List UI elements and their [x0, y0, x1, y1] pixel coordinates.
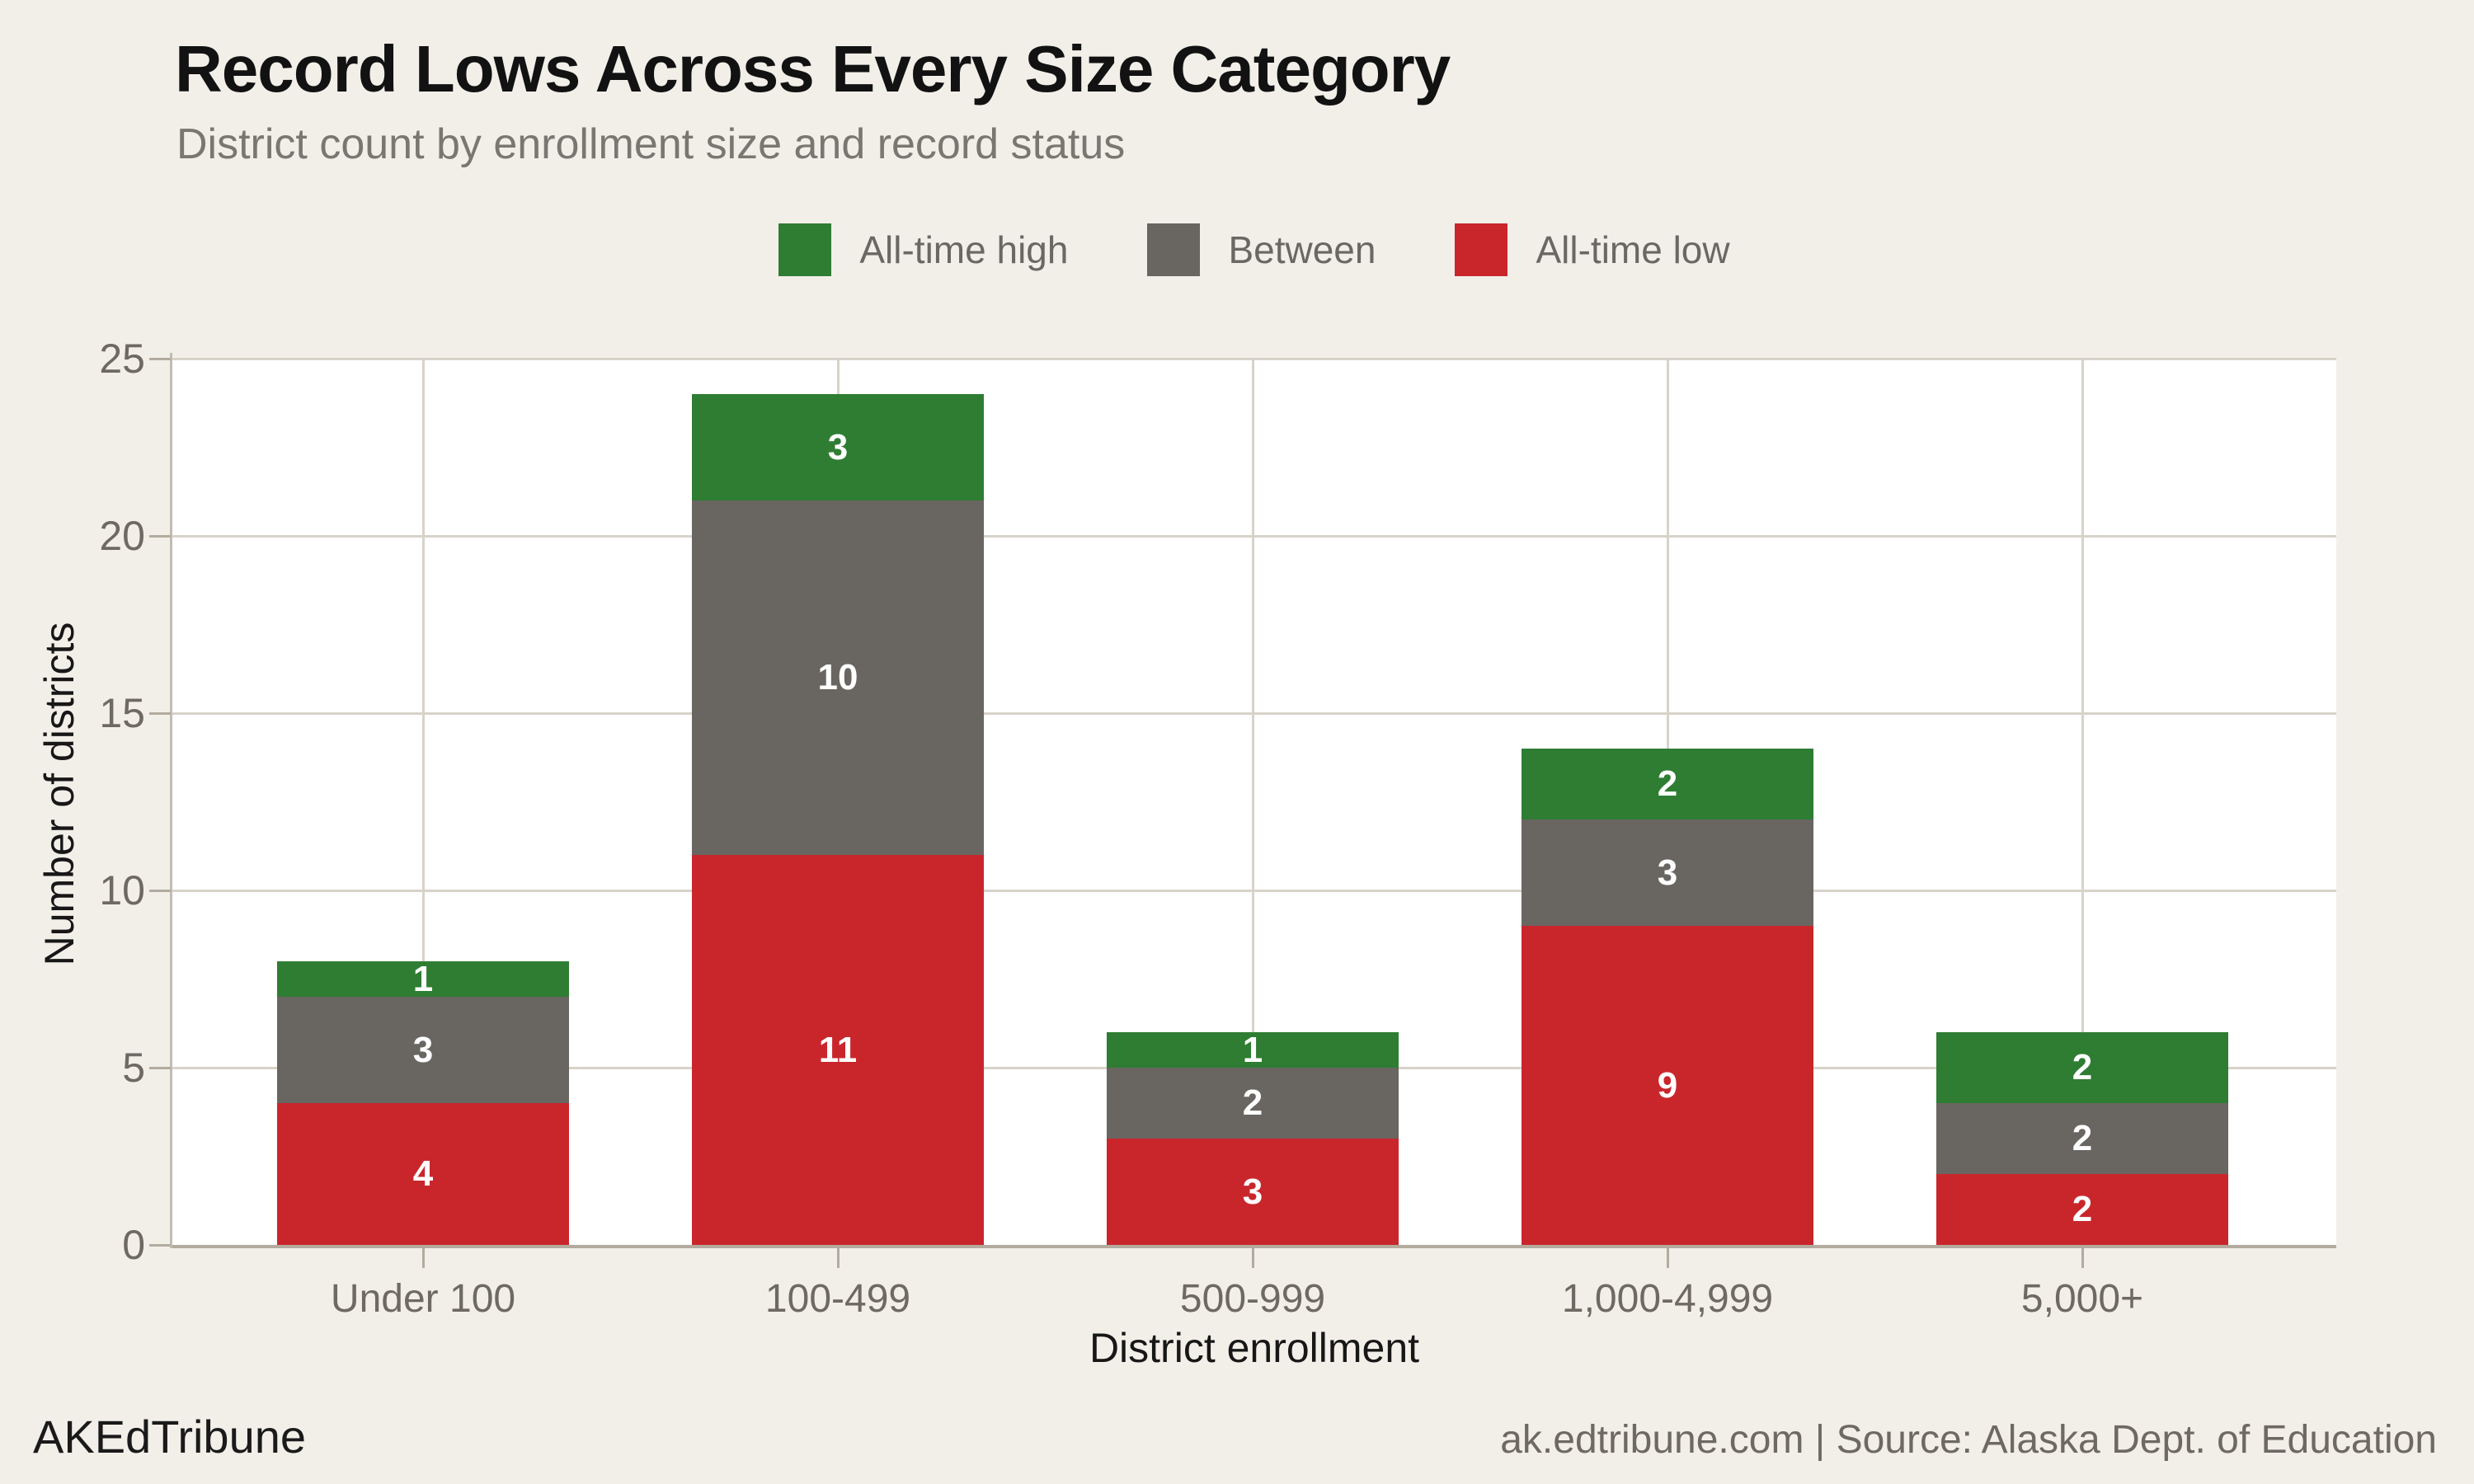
bar-segment: 3 — [692, 394, 984, 500]
bar-5-000-: 2 2 2 — [1936, 1032, 2228, 1245]
x-tick-label: 1,000-4,999 — [1561, 1277, 1774, 1321]
x-axis-line — [172, 1245, 2336, 1248]
bar-1-000-4-999: 2 3 9 — [1522, 749, 1813, 1245]
legend-swatch-between — [1147, 223, 1201, 276]
bar-segment: 2 — [1936, 1103, 2228, 1174]
y-tick-mark — [149, 1066, 171, 1069]
x-axis-title: District enrollment — [1089, 1325, 1420, 1371]
bar-segment: 1 — [277, 958, 569, 999]
bar-segment-value: 3 — [1242, 1171, 1263, 1212]
bar-segment: 10 — [692, 500, 984, 855]
gridline-horizontal — [172, 357, 2336, 360]
bar-500-999: 1 2 3 — [1107, 1029, 1399, 1245]
bar-segment: 3 — [1107, 1139, 1399, 1245]
gridline-horizontal — [172, 889, 2336, 892]
x-tick-label: 5,000+ — [2020, 1277, 2144, 1321]
y-tick-mark — [149, 357, 171, 360]
bar-segment-value: 1 — [1242, 1029, 1263, 1070]
bar-segment: 2 — [1936, 1174, 2228, 1245]
bar-100-499: 3 10 11 — [692, 394, 984, 1245]
footer-attribution: ak.edtribune.com | Source: Alaska Dept. … — [1500, 1418, 2437, 1462]
legend-label-all-time-high: All-time high — [859, 228, 1069, 271]
x-tick-mark — [836, 1248, 840, 1268]
gridline-vertical — [1251, 359, 1254, 1245]
legend-label-all-time-low: All-time low — [1536, 228, 1730, 271]
bar-segment-value: 4 — [412, 1153, 434, 1194]
bar-segment-value: 1 — [412, 958, 434, 999]
chart-subtitle: District count by enrollment size and re… — [176, 120, 1126, 168]
y-tick-label: 10 — [99, 867, 145, 913]
bar-segment: 11 — [692, 855, 984, 1245]
x-tick-mark — [1666, 1248, 1669, 1268]
legend-swatch-all-time-low — [1455, 223, 1508, 276]
bar-segment-value: 9 — [1657, 1064, 1678, 1106]
gridline-horizontal — [172, 534, 2336, 538]
bar-segment-value: 2 — [2072, 1118, 2093, 1158]
bar-segment: 3 — [1522, 819, 1813, 926]
bar-segment-value: 2 — [1242, 1082, 1263, 1123]
bar-segment-value: 2 — [2072, 1189, 2093, 1229]
bar-segment: 4 — [277, 1103, 569, 1245]
legend-swatch-all-time-high — [778, 223, 832, 276]
gridline-vertical — [421, 359, 425, 1245]
bar-segment-value: 10 — [817, 657, 858, 697]
y-tick-mark — [149, 711, 171, 715]
gridline-vertical — [2081, 359, 2084, 1245]
x-tick-label: 500-999 — [1179, 1277, 1326, 1321]
x-tick-mark — [1251, 1248, 1254, 1268]
legend: All-time high Between All-time low — [172, 223, 2336, 277]
bar-segment: 2 — [1107, 1068, 1399, 1139]
legend-item-all-time-low: All-time low — [1455, 223, 1730, 276]
y-tick-mark — [149, 534, 171, 538]
footer-brand: AKEdTribune — [33, 1411, 306, 1463]
x-tick-label: Under 100 — [330, 1277, 516, 1321]
bar-segment-value: 3 — [827, 426, 849, 467]
bar-under-100: 1 3 4 — [277, 958, 569, 1245]
bar-segment: 3 — [277, 997, 569, 1103]
y-tick-label: 20 — [99, 513, 145, 559]
legend-label-between: Between — [1228, 228, 1376, 271]
bar-segment-value: 3 — [1657, 852, 1678, 893]
bar-segment-value: 2 — [1657, 763, 1678, 804]
bar-segment-value: 3 — [412, 1029, 434, 1070]
chart-title: Record Lows Across Every Size Category — [175, 32, 1451, 106]
y-tick-label: 15 — [99, 690, 145, 736]
y-axis-line — [170, 353, 172, 1248]
y-tick-label: 0 — [122, 1222, 145, 1268]
legend-item-all-time-high: All-time high — [778, 223, 1068, 276]
bar-segment: 1 — [1107, 1029, 1399, 1070]
bar-segment: 9 — [1522, 926, 1813, 1245]
gridline-horizontal — [172, 711, 2336, 715]
legend-item-between: Between — [1147, 223, 1376, 276]
bar-segment-value: 11 — [818, 1029, 858, 1070]
bar-segment-value: 2 — [2072, 1047, 2093, 1087]
plot-area: 1 3 4 3 10 11 1 2 3 2 3 9 2 2 2 — [172, 357, 2336, 1245]
y-tick-mark — [149, 1243, 171, 1247]
y-tick-label: 5 — [122, 1045, 145, 1091]
bar-segment: 2 — [1522, 749, 1813, 819]
y-tick-mark — [149, 889, 171, 892]
x-tick-mark — [2081, 1248, 2084, 1268]
x-tick-label: 100-499 — [764, 1277, 911, 1321]
x-tick-mark — [421, 1248, 425, 1268]
y-tick-label: 25 — [99, 336, 145, 382]
bar-segment: 2 — [1936, 1032, 2228, 1103]
